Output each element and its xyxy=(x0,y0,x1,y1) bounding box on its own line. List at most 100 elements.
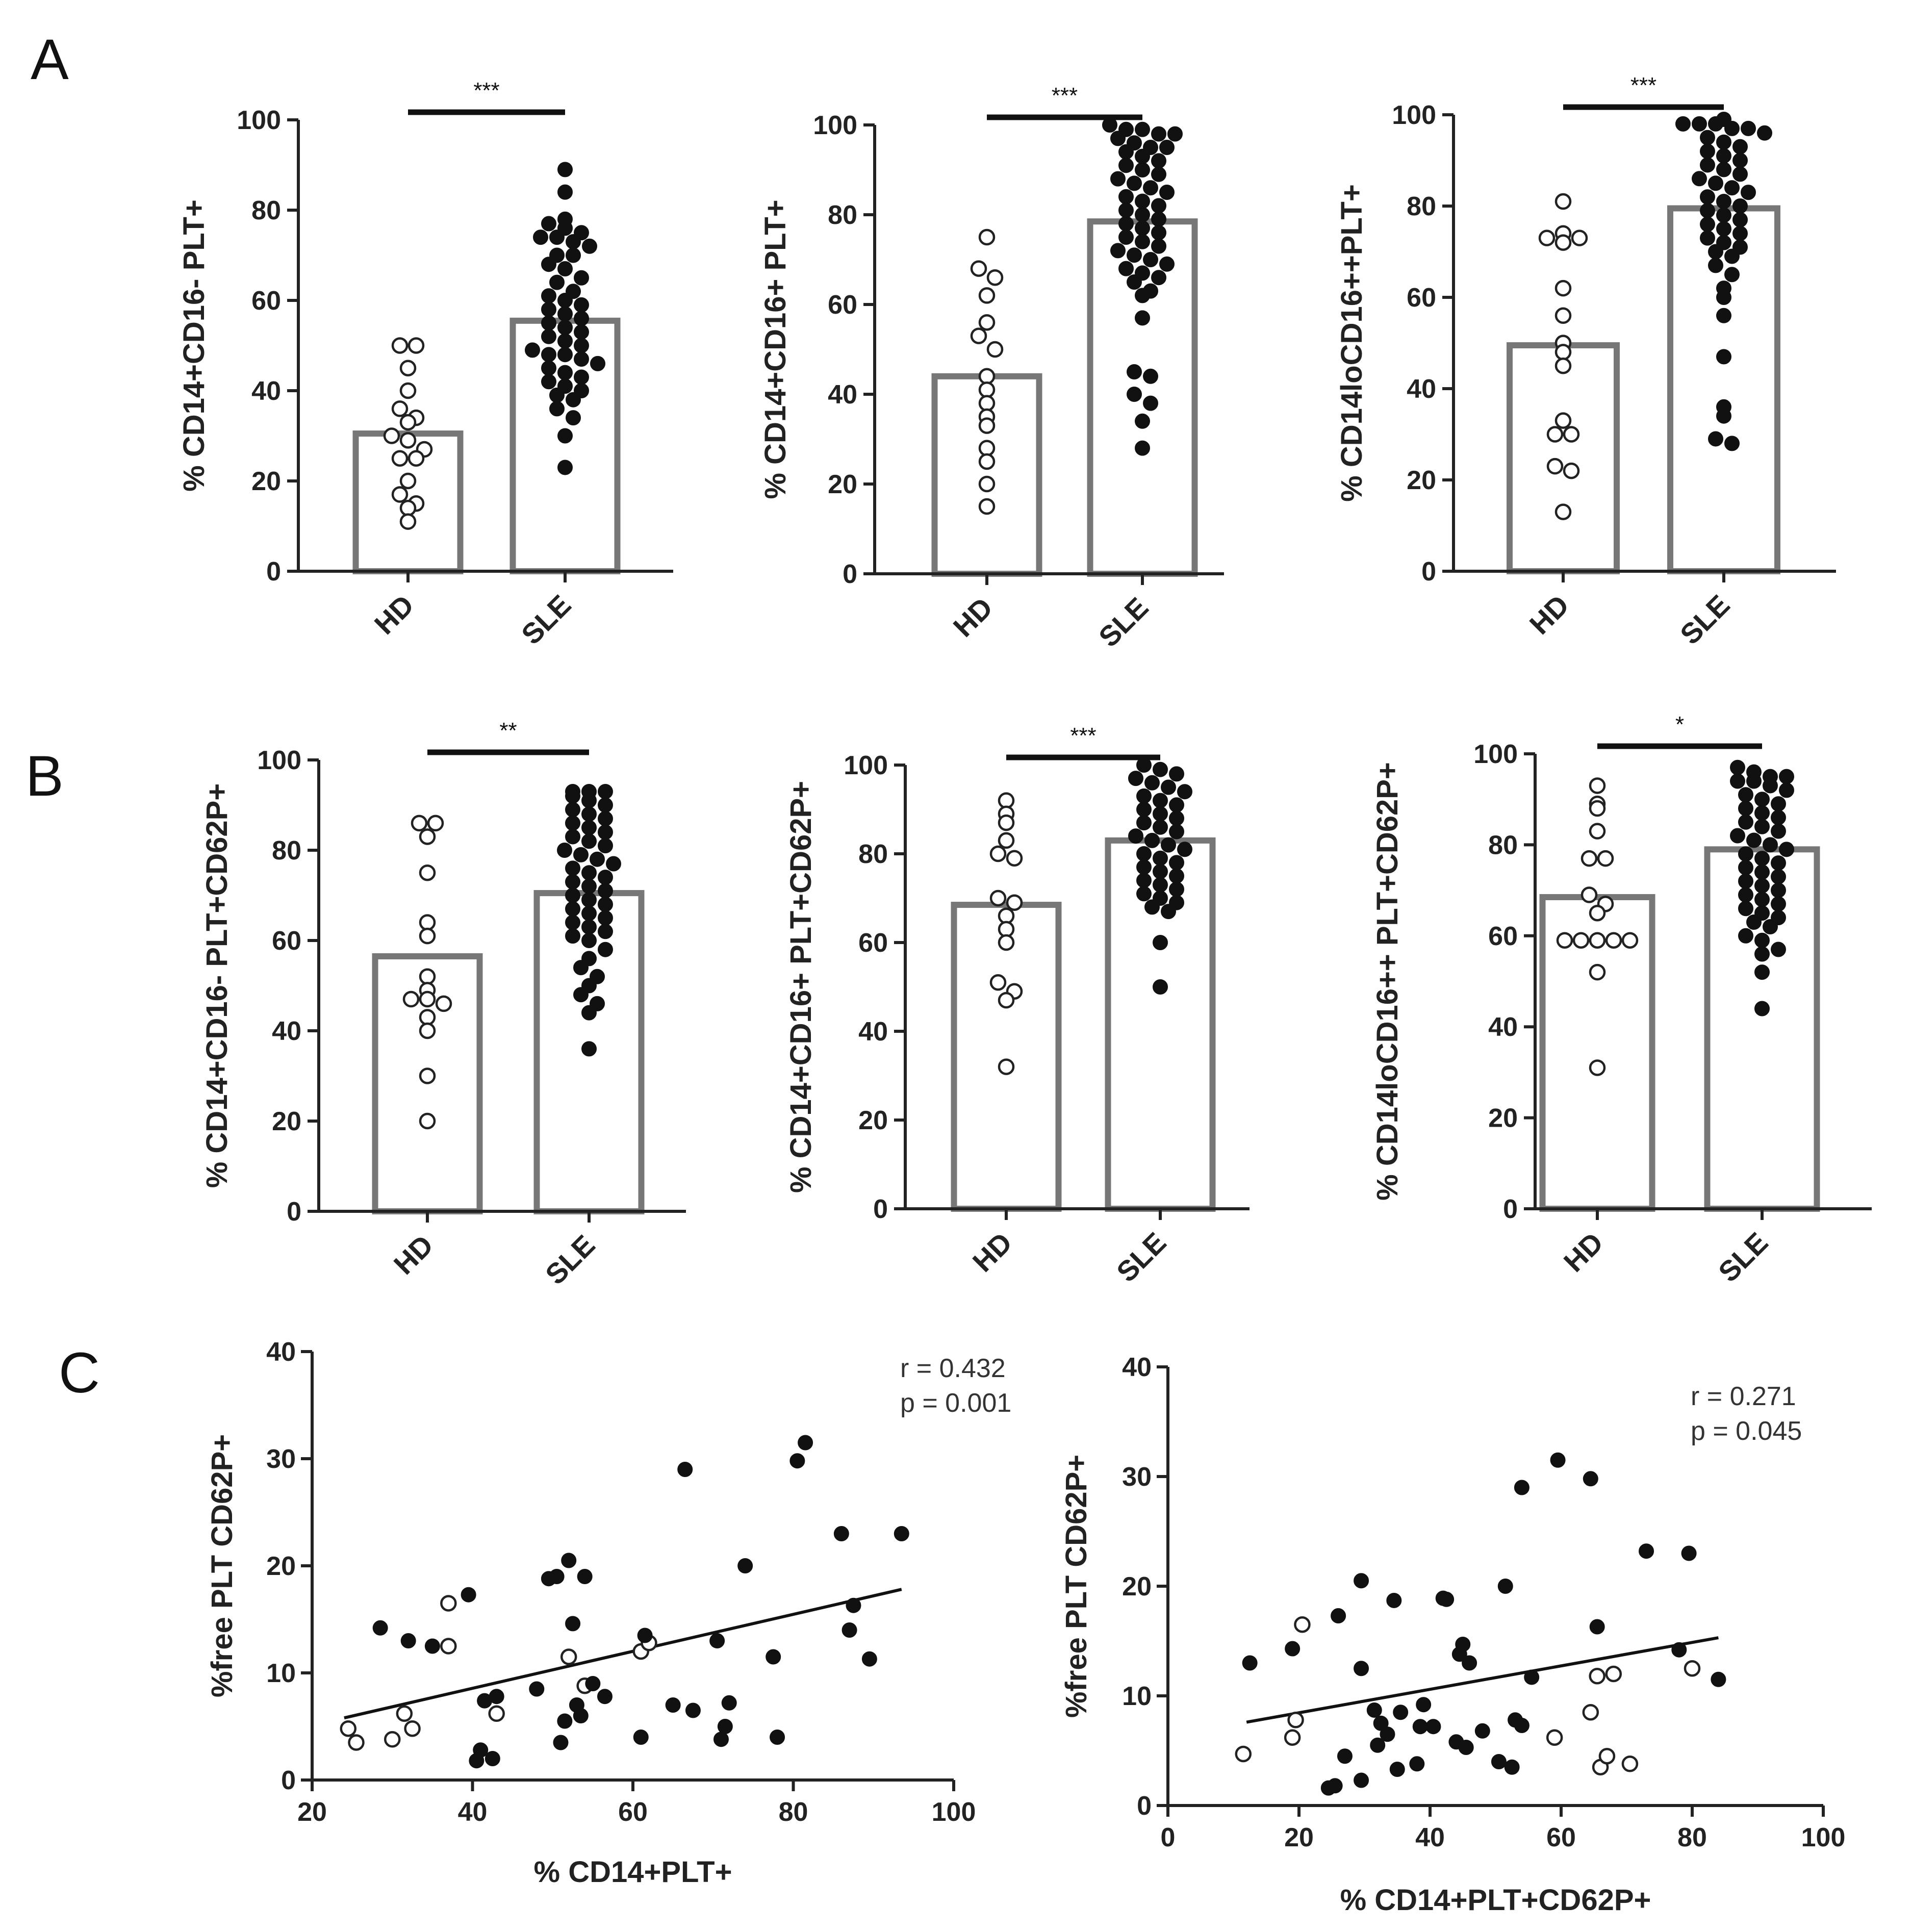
data-point-filled xyxy=(721,1695,737,1711)
data-point-sle xyxy=(1151,126,1166,142)
data-point-sle xyxy=(1763,778,1778,794)
data-point-sle xyxy=(574,270,589,286)
data-point-sle xyxy=(549,274,565,290)
data-point-sle xyxy=(1763,837,1778,853)
data-point-filled xyxy=(529,1681,545,1697)
significance-label: ** xyxy=(499,718,517,743)
data-point-sle xyxy=(1110,171,1126,187)
data-point-sle xyxy=(1732,152,1748,168)
x-tick-label: 0 xyxy=(1161,1823,1176,1852)
data-point-sle xyxy=(1771,823,1786,839)
x-tick-label: 40 xyxy=(458,1797,488,1827)
data-point-sle xyxy=(541,288,556,304)
data-point-hd xyxy=(399,360,417,376)
y-axis-label: %free PLT CD62P+ xyxy=(1060,1455,1093,1718)
category-label-sle: SLE xyxy=(515,589,577,651)
data-point-filled xyxy=(665,1697,681,1713)
data-point-sle xyxy=(581,919,597,935)
data-point-sle xyxy=(557,333,573,349)
panel-letter-c: C xyxy=(59,1341,100,1405)
data-point-hd xyxy=(970,260,987,277)
data-point-sle xyxy=(557,293,573,308)
data-point-hd xyxy=(419,1009,436,1026)
bar-chart-1: 0 20 40 60 80 100 HD SLE % CD14+CD16- PLT+ *** xyxy=(177,78,673,651)
data-point-open xyxy=(1284,1729,1301,1746)
data-point-hd xyxy=(978,368,996,385)
data-point-filled xyxy=(713,1732,729,1747)
data-point-sle xyxy=(1161,837,1176,853)
data-point-hd xyxy=(419,828,436,845)
data-point-hd xyxy=(1597,850,1614,867)
data-point-filled xyxy=(424,1638,440,1654)
y-tick-label: 100 xyxy=(844,751,888,780)
data-point-sle xyxy=(565,802,580,818)
data-point-hd xyxy=(419,914,436,931)
data-point-hd xyxy=(986,269,1004,286)
data-point-filled xyxy=(1412,1719,1428,1735)
data-point-sle xyxy=(581,933,597,948)
data-point-filled xyxy=(372,1620,388,1636)
y-tick-label: 80 xyxy=(1407,192,1436,221)
data-point-sle xyxy=(1716,207,1731,223)
y-tick-label: 0 xyxy=(843,560,857,589)
data-point-sle xyxy=(598,883,613,899)
data-point-filled xyxy=(677,1462,693,1477)
data-point-hd xyxy=(1554,307,1572,324)
data-point-sle xyxy=(1732,166,1748,182)
data-point-sle xyxy=(1741,120,1756,136)
data-point-sle xyxy=(1771,942,1786,957)
data-point-open xyxy=(1235,1745,1252,1763)
data-point-hd xyxy=(989,889,1007,907)
data-point-filled xyxy=(637,1628,653,1643)
y-tick-label: 10 xyxy=(1122,1682,1152,1711)
x-tick-label: 20 xyxy=(1284,1823,1314,1852)
x-axis-label: % CD14+PLT+ xyxy=(534,1855,732,1889)
data-point-hd xyxy=(1589,823,1606,840)
data-point-sle xyxy=(574,324,589,340)
y-tick-label: 40 xyxy=(1488,1012,1518,1042)
y-tick-label: 0 xyxy=(266,557,281,587)
data-point-sle xyxy=(1738,787,1753,803)
data-point-sle xyxy=(1771,882,1786,898)
data-point-open xyxy=(396,1705,413,1722)
data-point-sle xyxy=(557,261,573,277)
data-point-open xyxy=(488,1705,505,1722)
data-point-sle xyxy=(1692,116,1707,132)
data-point-hd xyxy=(427,815,444,832)
data-point-filled xyxy=(553,1735,569,1750)
data-point-hd xyxy=(998,992,1015,1009)
data-point-hd xyxy=(1589,800,1606,817)
data-point-sle xyxy=(573,960,589,976)
x-tick-label: 80 xyxy=(1677,1823,1707,1852)
data-point-sle xyxy=(541,328,556,344)
data-point-sle xyxy=(565,914,580,930)
data-point-open xyxy=(1582,1704,1599,1721)
data-point-hd xyxy=(998,934,1015,951)
data-point-sle xyxy=(1151,238,1166,254)
data-point-filled xyxy=(1393,1705,1409,1720)
data-point-hd xyxy=(1554,279,1572,297)
data-point-filled xyxy=(1331,1608,1346,1624)
data-point-sle xyxy=(549,401,565,417)
y-tick-label: 20 xyxy=(251,467,281,496)
data-point-hd xyxy=(419,990,436,1008)
data-point-sle xyxy=(565,887,580,903)
data-point-sle xyxy=(1169,766,1184,782)
data-point-sle xyxy=(598,783,613,799)
data-point-sle xyxy=(1151,211,1166,227)
data-point-sle xyxy=(1724,267,1740,283)
data-point-hd xyxy=(1556,932,1573,949)
data-point-sle xyxy=(566,410,581,426)
bar-chart-3: 0 20 40 60 80 100 HD SLE % CD14loCD16++PLT+ *** xyxy=(1335,73,1836,651)
data-point-filled xyxy=(1380,1726,1395,1742)
data-point-sle xyxy=(1716,349,1731,365)
data-point-sle xyxy=(566,234,581,249)
x-axis-label: % CD14+PLT+CD62P+ xyxy=(1340,1884,1651,1917)
data-point-hd xyxy=(998,907,1015,925)
data-point-hd xyxy=(399,382,417,399)
data-point-sle xyxy=(566,247,581,263)
data-point-sle xyxy=(1153,877,1168,893)
data-point-sle xyxy=(1135,121,1150,137)
category-label-sle: SLE xyxy=(1712,1226,1774,1288)
data-point-sle xyxy=(557,184,573,200)
